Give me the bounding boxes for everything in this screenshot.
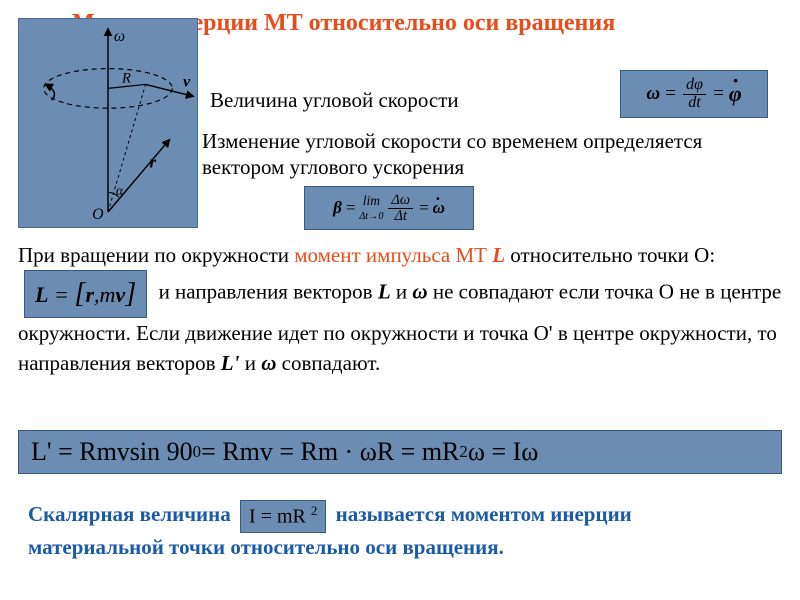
formula-omega: ω = dφ dt = φ [620,70,768,118]
label-r: r [150,152,157,171]
paragraph-momentum: При вращении по окружности момент импуль… [18,240,782,379]
label-omega: ω [114,28,125,45]
label-R: R [121,70,131,86]
formula-beta: β = lim Δt→0 Δω Δt = ω [304,186,474,230]
lim-block: lim Δt→0 [359,194,383,222]
angular-acceleration-text: Изменение угловой скорости со временем о… [202,128,782,181]
label-v: v [183,73,191,90]
paragraph-inertia: Скалярная величина I = mR 2 называется м… [28,500,772,562]
rotation-diagram: ω R v r α O [18,18,198,228]
label-O: O [92,206,104,223]
angular-velocity-text: Величина угловой скорости [210,88,459,113]
beta-fraction: Δω Δt [388,193,413,223]
formula-I: I = mR 2 [240,500,326,533]
formula-L: L = [r,mv] [24,270,147,317]
omega-fraction: dφ dt [683,77,706,110]
label-alpha: α [116,183,124,198]
title-rest: нерции МТ относительно оси вращения [179,10,616,36]
formula-L-prime: L' = Rmvsin 900 = Rmv = Rm · ωR = mR2ω =… [18,430,782,474]
